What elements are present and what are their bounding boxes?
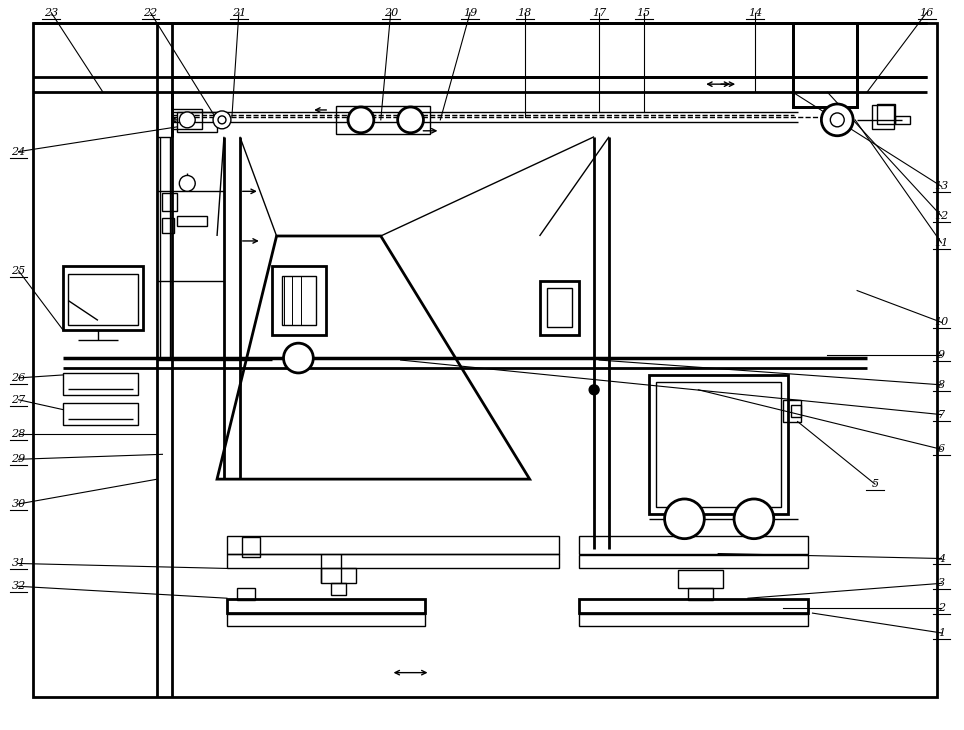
Text: 1: 1 [938,628,945,638]
Bar [227,599,425,613]
Text: 5: 5 [871,479,878,489]
Text: 17: 17 [592,8,606,18]
Bar [688,588,713,600]
Text: 12: 12 [934,211,949,221]
Bar [579,599,808,613]
Text: 23: 23 [44,8,59,18]
Text: 11: 11 [934,238,949,248]
Text: 20: 20 [384,8,398,18]
Bar [792,23,857,107]
Text: 16: 16 [920,8,934,18]
Bar [177,112,217,132]
Bar [877,104,895,124]
Circle shape [213,111,231,128]
Circle shape [179,112,195,128]
Bar [173,109,202,128]
Text: 8: 8 [938,380,945,390]
Text: 31: 31 [12,558,26,569]
Text: 24: 24 [12,147,26,157]
Bar [177,216,207,226]
Text: 26: 26 [12,373,26,383]
Text: 28: 28 [12,429,26,439]
Bar [163,218,174,233]
Text: 32: 32 [12,581,26,591]
Bar [227,614,425,626]
Circle shape [348,107,374,133]
Bar [679,570,723,588]
Bar [783,400,800,421]
Bar [237,588,254,600]
Text: 30: 30 [12,499,26,509]
Bar [64,373,138,395]
Text: 13: 13 [934,181,949,191]
Bar [227,536,559,553]
Bar [321,569,356,583]
Circle shape [179,175,195,191]
Bar [64,403,138,425]
Text: 7: 7 [938,410,945,420]
Text: 18: 18 [518,8,532,18]
Circle shape [397,107,423,133]
Bar [790,404,800,417]
Bar [579,614,808,626]
Bar [649,375,788,514]
Bar [792,23,857,107]
Bar [540,280,579,335]
Text: 6: 6 [938,445,945,454]
Text: 27: 27 [12,395,26,404]
Bar [68,274,138,326]
Circle shape [734,499,774,539]
Bar [272,266,326,335]
Text: 19: 19 [463,8,477,18]
Text: 10: 10 [934,318,949,327]
Circle shape [283,343,313,373]
Bar [242,537,259,556]
Text: 14: 14 [748,8,762,18]
Circle shape [821,104,853,136]
Text: 21: 21 [231,8,246,18]
Bar [227,553,559,569]
Bar [579,536,808,553]
Bar [579,555,808,569]
Bar [336,106,430,134]
Text: 4: 4 [938,553,945,564]
Text: 9: 9 [938,350,945,360]
Text: 2: 2 [938,603,945,613]
Bar [548,288,573,327]
Bar [895,116,910,124]
Text: 25: 25 [12,266,26,276]
Circle shape [589,385,599,395]
Bar [332,583,346,595]
Text: 15: 15 [636,8,651,18]
Text: 29: 29 [12,454,26,464]
Circle shape [830,113,844,127]
Circle shape [218,116,226,124]
Bar [163,193,177,211]
Bar [64,266,143,330]
Bar [281,276,316,326]
Text: 3: 3 [938,578,945,588]
Text: 22: 22 [144,8,158,18]
Circle shape [664,499,705,539]
Bar [872,105,894,128]
Bar [656,382,781,507]
